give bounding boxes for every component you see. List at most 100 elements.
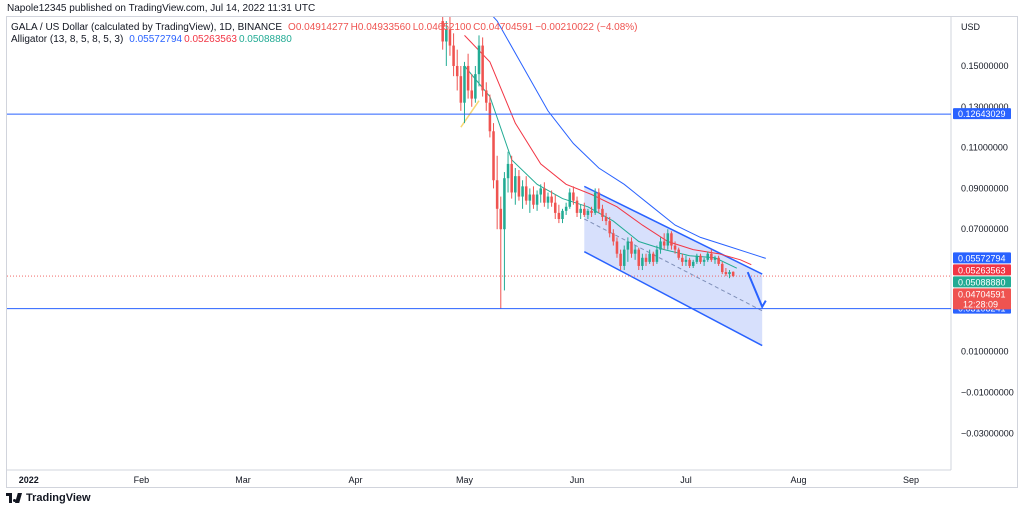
candle-body <box>659 241 662 250</box>
candle-body <box>677 249 680 258</box>
alligator-label[interactable]: Alligator (13, 8, 5, 8, 5, 3) <box>11 34 124 45</box>
candle-body <box>684 259 688 262</box>
candle-body <box>695 255 699 262</box>
candle-body <box>466 65 470 91</box>
candle-body <box>724 272 728 275</box>
candle-body <box>644 257 648 262</box>
candle-body <box>615 241 619 254</box>
candle-body <box>557 212 561 220</box>
candle-body <box>521 186 524 197</box>
candle-body <box>720 263 724 273</box>
ohlc-high: H0.04933560 <box>350 22 411 33</box>
candle-body <box>691 261 695 266</box>
candle-body <box>481 45 484 91</box>
candle-body <box>702 259 706 262</box>
candle-body <box>731 271 735 277</box>
candle-body <box>593 192 597 213</box>
symbol-title[interactable]: GALA / US Dollar (calculated by TradingV… <box>11 22 283 33</box>
candle-body <box>622 249 626 266</box>
alligator-jaw-line <box>492 17 766 259</box>
alligator-lips-line <box>464 65 738 269</box>
x-tick-label: 2022 <box>19 475 39 485</box>
candle-body <box>564 206 568 211</box>
candle-body <box>535 194 539 205</box>
candle-body <box>484 90 488 103</box>
channel-fill <box>584 186 763 346</box>
candle-body <box>510 163 513 193</box>
channel-upper-line <box>583 185 763 275</box>
candle-body <box>713 257 717 260</box>
candle-body <box>673 245 677 250</box>
candle-body <box>728 272 731 275</box>
candle-body <box>572 192 575 201</box>
published-by-text: Napole12345 published on TradingView.com… <box>7 3 316 14</box>
candle-body <box>641 257 644 266</box>
candle-body <box>546 196 550 203</box>
last-price-tag <box>953 288 1011 310</box>
ohlc-change: −0.00210022 (−4.08%) <box>535 22 638 33</box>
alligator-jaw-value: 0.05572794 <box>129 34 183 45</box>
candle-body <box>470 90 474 99</box>
level-tag <box>953 108 1011 120</box>
candle-body <box>579 208 582 213</box>
candle-body <box>575 200 579 213</box>
candle-body <box>459 76 463 103</box>
x-tick-label: Sep <box>903 475 919 485</box>
legend-symbol-row: GALA / US Dollar (calculated by TradingV… <box>11 22 638 34</box>
candle-body <box>477 45 481 75</box>
candle-body <box>590 210 593 213</box>
candle-body <box>583 208 586 215</box>
channel-mid-line <box>584 218 763 312</box>
candle-body <box>528 194 532 201</box>
y-tick-label: 0.09000000 <box>961 183 1009 193</box>
y-tick-label: 0.07000000 <box>961 224 1009 234</box>
candle-body <box>604 216 608 222</box>
ohlc-low: L0.04652100 <box>412 22 472 33</box>
lips-price-tag-label: 0.05088880 <box>958 277 1006 287</box>
candle-body <box>561 210 564 220</box>
candle-body <box>550 196 553 203</box>
y-tick-label: 0.13000000 <box>961 102 1009 112</box>
alligator-lips-value: 0.05088880 <box>238 34 292 45</box>
candle-body <box>710 253 713 260</box>
x-tick-label: Jun <box>570 475 585 485</box>
candle-body <box>441 21 444 42</box>
candle-body <box>553 202 557 213</box>
plot-area <box>7 17 951 347</box>
y-tick-label: −0.03000000 <box>961 428 1014 438</box>
x-tick-label: Mar <box>235 475 251 485</box>
teeth-price-tag <box>953 264 1011 276</box>
y-tick-label: 0.15000000 <box>961 61 1009 71</box>
chart-legend: GALA / US Dollar (calculated by TradingV… <box>11 22 638 46</box>
candle-body <box>699 255 702 262</box>
candle-body <box>626 241 630 250</box>
countdown-label: 12:28:09 <box>963 299 998 309</box>
candle-body <box>492 131 495 181</box>
x-tick-label: Feb <box>134 475 150 485</box>
lips-price-tag <box>953 276 1011 288</box>
candle-body <box>666 233 670 246</box>
candle-body <box>568 192 572 207</box>
candle-body <box>524 186 528 201</box>
alligator-teeth-value: 0.05263563 <box>184 34 237 45</box>
currency-label: USD <box>961 22 981 32</box>
jaw-price-tag-label: 0.05572794 <box>958 253 1006 263</box>
candle-body <box>539 188 542 195</box>
candle-body <box>652 253 655 262</box>
chart-frame <box>6 16 1018 488</box>
candle-body <box>463 65 466 103</box>
y-tick-label: 0.01000000 <box>961 347 1009 357</box>
footer: TradingView <box>6 492 91 504</box>
brand-name[interactable]: TradingView <box>26 492 91 504</box>
candle-body <box>619 253 622 266</box>
candle-body <box>448 29 452 46</box>
candle-body <box>608 221 611 234</box>
candle-body <box>586 210 590 215</box>
candle-body <box>514 176 517 193</box>
candle-body <box>474 74 477 99</box>
candle-body <box>517 176 521 197</box>
candle-body <box>717 257 720 264</box>
alligator-teeth-line <box>464 35 752 266</box>
y-tick-label: 0.11000000 <box>961 143 1008 153</box>
